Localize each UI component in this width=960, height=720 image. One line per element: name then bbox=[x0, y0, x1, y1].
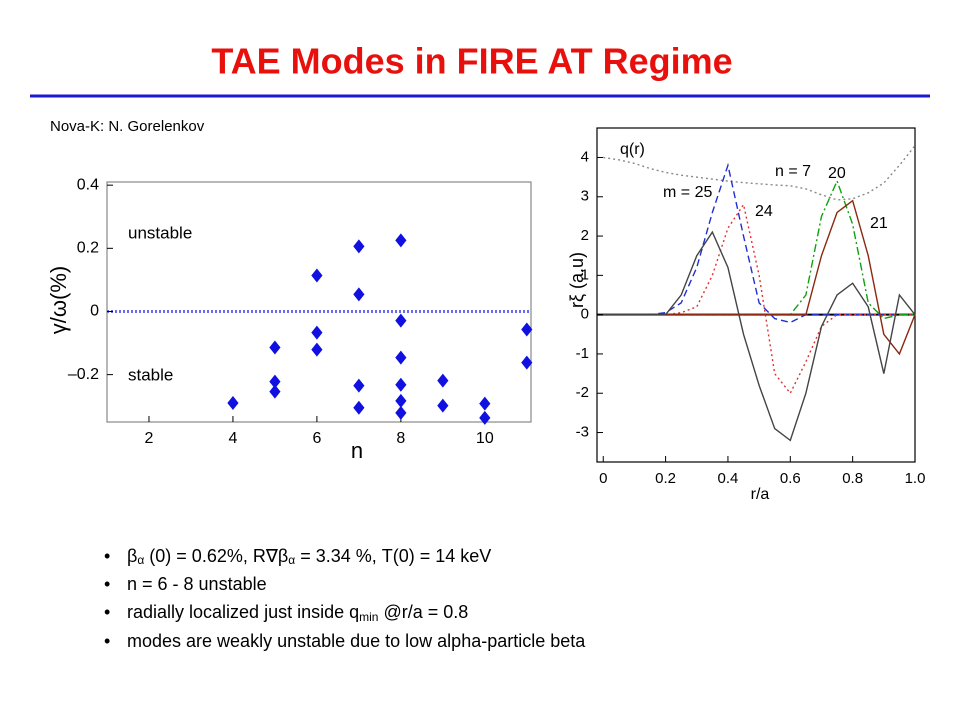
series-label: 24 bbox=[755, 203, 773, 220]
series-label: m = 25 bbox=[663, 184, 712, 201]
bullet-list: • βα (0) = 0.62%, R∇βα = 3.34 %, T(0) = … bbox=[104, 546, 586, 651]
bullet-text: modes are weakly unstable due to low alp… bbox=[127, 631, 586, 651]
annotation: n = 7 bbox=[775, 163, 811, 180]
series-line bbox=[603, 162, 915, 324]
chart: 2 4 6 8 10 0.4 0.2 0 –0.2 n γ/ω(%) unstable stable bbox=[46, 176, 533, 463]
subscript: α bbox=[137, 553, 144, 567]
y-tick-label: 3 bbox=[581, 188, 589, 205]
series-line bbox=[603, 145, 916, 201]
series-label: 20 bbox=[828, 165, 846, 182]
point bbox=[353, 239, 365, 254]
y-tick-label: 4 bbox=[581, 148, 589, 165]
point bbox=[521, 322, 533, 337]
point bbox=[437, 373, 449, 388]
series-line bbox=[603, 202, 915, 395]
point bbox=[395, 233, 407, 248]
series-line bbox=[603, 179, 915, 320]
x-tick-label: 2 bbox=[145, 430, 154, 447]
point bbox=[311, 342, 323, 357]
series-label: q(r) bbox=[620, 141, 645, 158]
point bbox=[353, 400, 365, 415]
text: = 3.34 %, T(0) = 14 keV bbox=[295, 546, 491, 566]
x-tick-label: 0.6 bbox=[780, 470, 801, 487]
point bbox=[479, 396, 491, 411]
y-axis-label: γ/ω(%) bbox=[46, 266, 71, 335]
point bbox=[353, 378, 365, 393]
point bbox=[395, 313, 407, 328]
y-tick-label: -2 bbox=[576, 384, 589, 401]
y-tick-label: 2 bbox=[581, 227, 589, 244]
y-tick-label: -3 bbox=[576, 423, 589, 440]
y-axis-label: rξ (a.u) bbox=[567, 252, 587, 308]
point bbox=[395, 377, 407, 392]
text: radially localized just inside q bbox=[127, 602, 359, 622]
bullet: • bbox=[104, 546, 110, 566]
x-tick-label: 0.2 bbox=[655, 470, 676, 487]
bullet: • bbox=[104, 574, 110, 594]
x-axis-label: n bbox=[351, 438, 363, 463]
subscript: min bbox=[359, 610, 378, 624]
series-label: 21 bbox=[870, 215, 888, 232]
y-tick-label: 0.2 bbox=[77, 240, 99, 257]
x-tick-label: 10 bbox=[476, 430, 494, 447]
annotation: stable bbox=[128, 365, 173, 384]
x-tick-label: 4 bbox=[228, 430, 237, 447]
x-tick-label: 0 bbox=[599, 470, 607, 487]
subscript: α bbox=[288, 553, 295, 567]
bullet-text: βα (0) = 0.62%, R∇βα = 3.34 %, T(0) = 14… bbox=[127, 546, 491, 567]
y-tick-label: 0 bbox=[581, 306, 589, 323]
y-tick-label: 0.4 bbox=[77, 176, 99, 193]
point bbox=[311, 268, 323, 283]
point bbox=[437, 398, 449, 413]
bullet-text: n = 6 - 8 unstable bbox=[127, 574, 267, 594]
x-tick-label: 0.8 bbox=[842, 470, 863, 487]
y-tick-label: –0.2 bbox=[68, 366, 99, 383]
bullet: • bbox=[104, 602, 110, 622]
series-line bbox=[603, 199, 916, 356]
x-tick-label: 8 bbox=[396, 430, 405, 447]
y-tick-label: 1 bbox=[581, 266, 589, 283]
point bbox=[311, 325, 323, 340]
point bbox=[269, 374, 281, 389]
text: (0) = 0.62%, R∇β bbox=[144, 546, 288, 566]
point bbox=[479, 410, 491, 425]
x-tick-label: 0.4 bbox=[718, 470, 739, 487]
credit: Nova-K: N. Gorelenkov bbox=[50, 118, 205, 135]
point bbox=[269, 384, 281, 399]
plot-frame bbox=[596, 127, 916, 463]
point bbox=[521, 355, 533, 370]
point bbox=[395, 393, 407, 408]
x-tick-label: 6 bbox=[312, 430, 321, 447]
slide-title: TAE Modes in FIRE AT Regime bbox=[211, 41, 732, 82]
point bbox=[395, 405, 407, 420]
x-tick-label: 1.0 bbox=[905, 470, 926, 487]
bullet: • bbox=[104, 631, 110, 651]
plot-frame bbox=[106, 181, 532, 423]
y-tick-label: 0 bbox=[90, 303, 99, 320]
y-tick-label: -1 bbox=[576, 345, 589, 362]
point bbox=[269, 340, 281, 355]
point bbox=[395, 350, 407, 365]
annotation: unstable bbox=[128, 223, 192, 242]
text: β bbox=[127, 546, 137, 566]
text: @r/a = 0.8 bbox=[378, 602, 468, 622]
point bbox=[227, 396, 239, 411]
bullet-text: radially localized just inside qmin @r/a… bbox=[127, 602, 468, 624]
series-line bbox=[603, 230, 916, 442]
point bbox=[353, 287, 365, 302]
x-axis-label: r/a bbox=[751, 486, 770, 503]
